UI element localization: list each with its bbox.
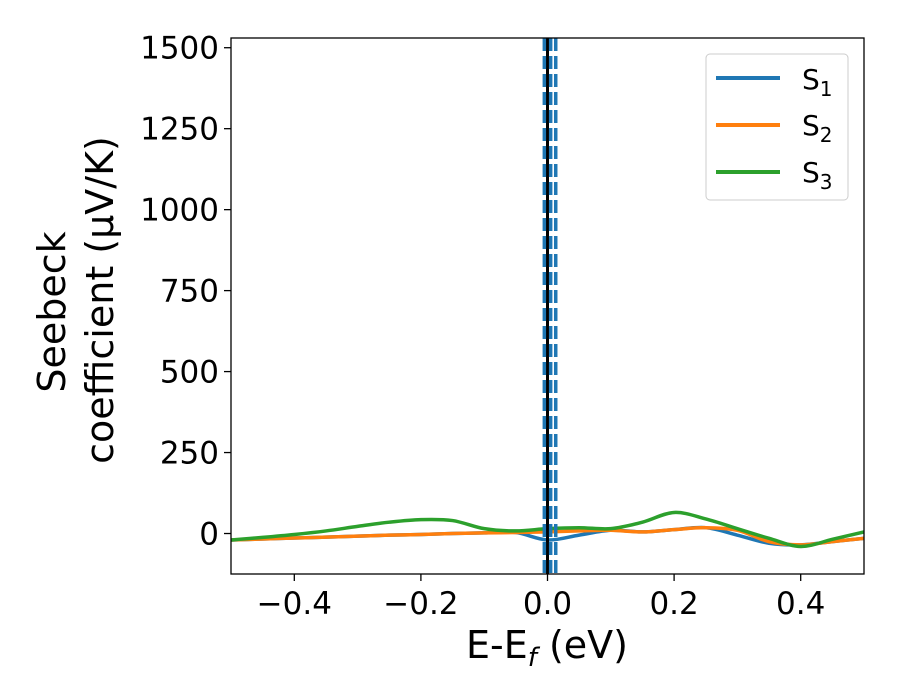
y-axis-ticks: 0 250 500 750 1000 1250 1500 (140, 31, 231, 553)
y-tick-label: 1250 (140, 112, 219, 148)
legend: S1 S2 S3 (705, 53, 849, 201)
x-tick-label: −0.2 (383, 586, 458, 622)
y-tick-label: 250 (160, 436, 219, 472)
y-tick-label: 1500 (140, 31, 219, 67)
x-tick-label: 0.2 (649, 586, 698, 622)
y-axis-label-line-1: Seebeck (30, 231, 74, 392)
y-tick-label: 0 (199, 517, 219, 553)
legend-label-s2: S2 (802, 109, 833, 147)
x-axis-ticks: −0.4 −0.2 0.0 0.2 0.4 (257, 574, 825, 622)
x-tick-label: 0.0 (523, 586, 572, 622)
y-tick-label: 500 (160, 355, 219, 391)
y-tick-label: 1000 (140, 193, 219, 229)
y-tick-label: 750 (160, 274, 219, 310)
x-axis-label-unit: (eV) (537, 623, 628, 667)
legend-label-s1: S1 (802, 63, 833, 101)
x-axis-label: E-Ef (eV) (466, 623, 628, 673)
reference-lines (542, 38, 558, 574)
x-axis-label-main: E-E (466, 623, 528, 667)
legend-label-s3: S3 (802, 156, 833, 194)
y-axis-label-line-2: coefficient (μV/K) (78, 136, 122, 464)
x-tick-label: 0.4 (776, 586, 825, 622)
x-tick-label: −0.4 (257, 586, 332, 622)
